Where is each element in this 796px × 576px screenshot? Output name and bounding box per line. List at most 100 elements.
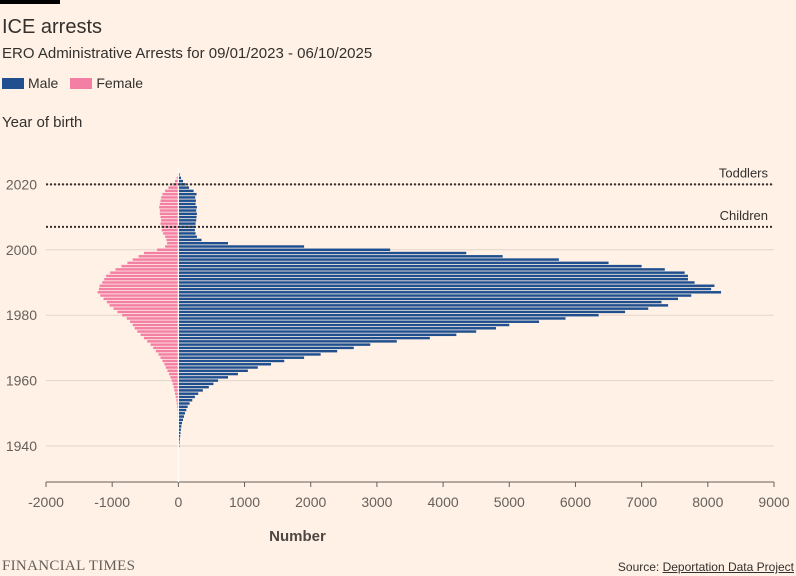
bar-female-1963 bbox=[167, 369, 179, 373]
bar-male-2001 bbox=[178, 245, 305, 248]
bar-female-1969 bbox=[155, 349, 179, 353]
bar-female-1956 bbox=[175, 392, 179, 395]
bar-male-1974 bbox=[178, 333, 457, 337]
bar-male-1995 bbox=[178, 264, 642, 268]
bar-male-1970 bbox=[178, 346, 354, 350]
source-link[interactable]: Deportation Data Project bbox=[662, 560, 794, 574]
bar-male-2022 bbox=[178, 176, 182, 180]
bar-male-2018 bbox=[178, 189, 194, 193]
bar-female-1962 bbox=[169, 372, 179, 376]
legend-item-female: Female bbox=[70, 75, 143, 91]
bar-male-1999 bbox=[178, 251, 467, 255]
bar-female-2008 bbox=[160, 222, 179, 225]
bar-male-1980 bbox=[178, 313, 599, 317]
bar-male-2009 bbox=[178, 219, 197, 222]
bar-female-2007 bbox=[161, 225, 179, 229]
bar-female-2018 bbox=[165, 189, 179, 193]
bar-female-1976 bbox=[134, 327, 179, 330]
x-tick-label-3000: 3000 bbox=[361, 494, 392, 510]
bar-female-1973 bbox=[143, 336, 179, 340]
x-tick-label-0: 0 bbox=[174, 494, 182, 510]
legend-item-male: Male bbox=[2, 75, 58, 91]
bar-female-1954 bbox=[176, 399, 179, 402]
x-tick-label-4000: 4000 bbox=[428, 494, 459, 510]
x-tick-label-7000: 7000 bbox=[626, 494, 657, 510]
bar-female-1968 bbox=[158, 353, 179, 356]
bar-male-1977 bbox=[178, 323, 510, 327]
bar-male-1993 bbox=[178, 271, 685, 274]
bar-female-1985 bbox=[103, 297, 179, 301]
y-tick-label-2000: 2000 bbox=[6, 242, 37, 258]
bar-male-1949 bbox=[178, 415, 184, 418]
bar-male-1978 bbox=[178, 320, 540, 323]
x-axis-title: Number bbox=[269, 528, 326, 545]
chart-subtitle: ERO Administrative Arrests for 09/01/202… bbox=[2, 45, 373, 62]
bar-female-1984 bbox=[106, 300, 179, 304]
bar-male-2012 bbox=[178, 209, 197, 212]
bar-female-2003 bbox=[166, 238, 179, 242]
bar-male-1972 bbox=[178, 340, 397, 343]
bar-female-2010 bbox=[160, 215, 179, 219]
bar-female-1953 bbox=[176, 402, 179, 405]
y-tick-label-1960: 1960 bbox=[6, 373, 37, 389]
annotation-label-children: Children bbox=[720, 208, 768, 223]
bar-female-2022 bbox=[176, 176, 179, 180]
bar-female-1996 bbox=[127, 261, 179, 265]
bar-female-2005 bbox=[163, 232, 179, 235]
x-tick-label-1000: 1000 bbox=[229, 494, 260, 510]
bar-male-1952 bbox=[178, 405, 188, 408]
bar-female-1952 bbox=[177, 405, 179, 408]
bar-male-1950 bbox=[178, 412, 185, 415]
bar-female-1957 bbox=[174, 389, 179, 392]
bar-female-1992 bbox=[106, 274, 179, 278]
bar-male-1945 bbox=[178, 428, 181, 431]
bar-male-2014 bbox=[178, 202, 196, 206]
bar-male-2003 bbox=[178, 238, 202, 242]
bar-male-2019 bbox=[178, 186, 189, 189]
bar-female-1970 bbox=[153, 346, 179, 350]
bar-female-1986 bbox=[100, 294, 179, 297]
bar-male-1996 bbox=[178, 261, 609, 265]
x-tick-label-8000: 8000 bbox=[692, 494, 723, 510]
bar-male-1943 bbox=[178, 434, 181, 438]
bar-female-2011 bbox=[159, 212, 179, 216]
bar-female-1966 bbox=[162, 359, 179, 363]
bar-female-1997 bbox=[132, 258, 179, 261]
bar-male-1964 bbox=[178, 366, 258, 369]
bar-male-1971 bbox=[178, 343, 371, 346]
bar-female-1978 bbox=[130, 320, 179, 323]
brand-top-bar bbox=[0, 0, 60, 4]
bar-female-2017 bbox=[162, 192, 179, 196]
bar-female-2014 bbox=[159, 202, 179, 206]
bar-male-1969 bbox=[178, 349, 338, 353]
bar-male-1947 bbox=[178, 421, 183, 425]
x-tick-label-5000: 5000 bbox=[494, 494, 525, 510]
bar-female-2009 bbox=[161, 219, 179, 222]
bar-male-1957 bbox=[178, 389, 203, 392]
bar-male-1981 bbox=[178, 310, 626, 314]
bar-male-1965 bbox=[178, 363, 272, 366]
bar-male-1975 bbox=[178, 330, 477, 333]
bar-female-1979 bbox=[126, 317, 179, 320]
bar-female-1981 bbox=[117, 310, 179, 314]
bar-male-2002 bbox=[178, 242, 228, 245]
bar-female-2021 bbox=[175, 179, 179, 183]
bar-female-2006 bbox=[161, 228, 179, 232]
bar-male-2023 bbox=[178, 173, 180, 176]
bar-male-1986 bbox=[178, 294, 692, 297]
bar-female-1995 bbox=[121, 264, 179, 268]
bar-male-1990 bbox=[178, 281, 695, 284]
bar-male-2021 bbox=[178, 179, 183, 183]
y-tick-label-1940: 1940 bbox=[6, 438, 37, 454]
bar-male-1991 bbox=[178, 277, 688, 281]
bar-male-1976 bbox=[178, 327, 497, 330]
bar-female-1999 bbox=[143, 251, 179, 255]
bar-female-1955 bbox=[175, 395, 179, 399]
y-axis-title: Year of birth bbox=[2, 114, 83, 131]
chart-title: ICE arrests bbox=[2, 16, 103, 38]
bar-male-2006 bbox=[178, 228, 195, 232]
x-tick-label--2000: -2000 bbox=[28, 494, 64, 510]
bar-male-1963 bbox=[178, 369, 248, 373]
bar-female-2019 bbox=[168, 186, 179, 189]
bar-male-1982 bbox=[178, 307, 649, 310]
